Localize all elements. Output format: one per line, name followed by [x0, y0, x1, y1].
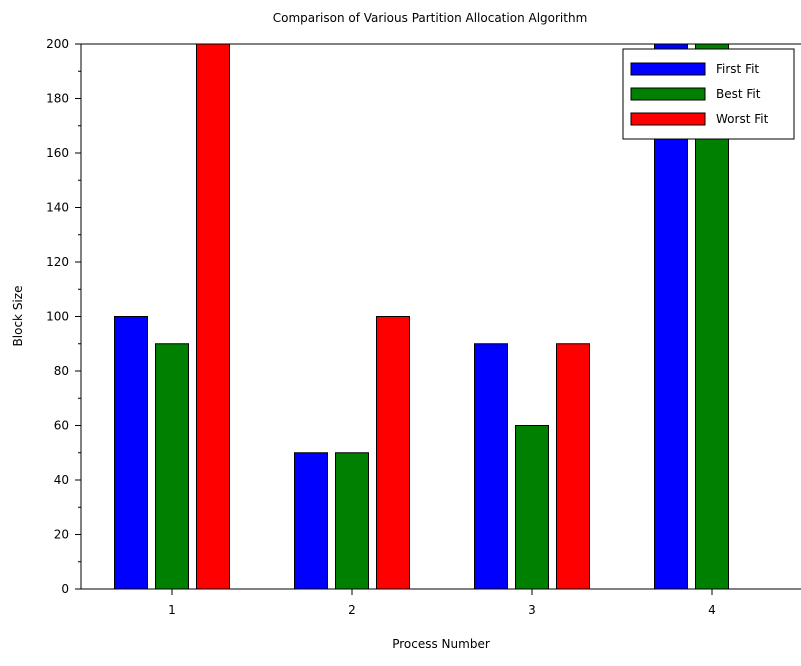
x-tick-label: 2	[348, 603, 356, 617]
bar-best-fit	[515, 425, 549, 590]
legend-label: Worst Fit	[716, 112, 769, 126]
bar-first-fit	[294, 452, 328, 590]
y-tick-label: 20	[54, 528, 69, 542]
y-tick-label: 180	[46, 92, 69, 106]
y-tick-label: 60	[54, 419, 69, 433]
y-tick-label: 0	[61, 582, 69, 596]
y-tick-label: 160	[46, 146, 69, 160]
bar-first-fit	[114, 316, 148, 590]
x-axis-label: Process Number	[392, 637, 490, 651]
chart-title: Comparison of Various Partition Allocati…	[273, 11, 588, 25]
legend-label: First Fit	[716, 62, 759, 76]
y-tick-label: 40	[54, 473, 69, 487]
y-tick-label: 80	[54, 364, 69, 378]
legend-swatch	[630, 62, 706, 76]
y-tick-label: 100	[46, 310, 69, 324]
y-tick-label: 140	[46, 201, 69, 215]
legend-label: Best Fit	[716, 87, 761, 101]
legend-swatch	[630, 112, 706, 126]
bar-best-fit	[155, 343, 189, 590]
x-tick-label: 4	[708, 603, 716, 617]
y-tick-label: 120	[46, 255, 69, 269]
bar-worst-fit	[556, 343, 590, 590]
x-tick-label: 1	[168, 603, 176, 617]
y-ticks: 0 20 40 60 80 100 120 140 160 180 200	[46, 37, 81, 596]
bar-worst-fit	[376, 316, 410, 590]
bar-worst-fit	[196, 43, 230, 590]
bar-best-fit	[335, 452, 369, 590]
y-axis-label: Block Size	[11, 286, 25, 347]
x-tick-label: 3	[528, 603, 536, 617]
legend-swatch	[630, 87, 706, 101]
y-tick-label: 200	[46, 37, 69, 51]
legend: First Fit Best Fit Worst Fit	[622, 48, 795, 140]
bar-first-fit	[474, 343, 508, 590]
x-ticks: 1 2 3 4	[168, 589, 716, 617]
